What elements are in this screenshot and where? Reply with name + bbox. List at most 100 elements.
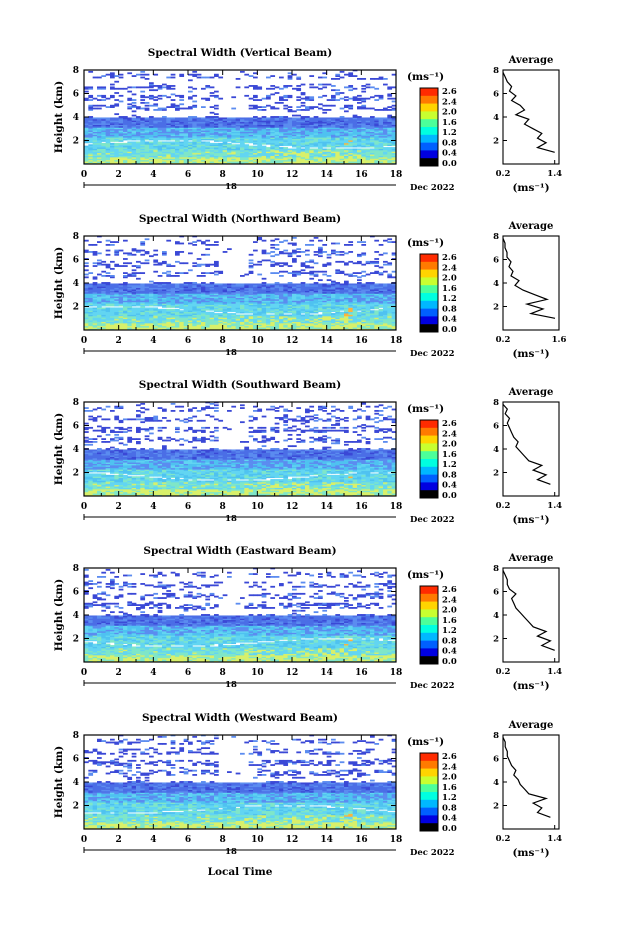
colorbar-swatch bbox=[420, 807, 438, 816]
heatmap-cells bbox=[84, 235, 397, 331]
y-tick-label: 2 bbox=[73, 635, 79, 645]
x-tick-label: 12 bbox=[286, 170, 299, 180]
y-tick-label: 6 bbox=[73, 90, 79, 100]
colorbar-tick-label: 0.8 bbox=[442, 803, 457, 813]
colorbar-swatch bbox=[420, 753, 438, 762]
colorbar-frame bbox=[419, 253, 439, 333]
x-tick-label: 10 bbox=[251, 170, 264, 180]
average-y-tick-label: 6 bbox=[493, 256, 499, 266]
average-y-tick-label: 6 bbox=[493, 422, 499, 432]
y-tick-label: 4 bbox=[73, 445, 79, 455]
colorbar-unit: (ms⁻¹) bbox=[407, 403, 444, 415]
colorbar-swatch bbox=[420, 269, 438, 278]
average-x-tick-label: 0.2 bbox=[496, 667, 511, 677]
colorbar-swatch bbox=[420, 593, 438, 602]
x-tick-label: 10 bbox=[251, 835, 264, 845]
average-x-label: (ms⁻¹) bbox=[512, 348, 549, 360]
colorbar-swatch bbox=[420, 459, 438, 468]
x-tick-label: 0 bbox=[81, 502, 87, 512]
x-tick-label: 8 bbox=[220, 668, 226, 678]
colorbar-swatch bbox=[420, 760, 438, 769]
y-tick-label: 8 bbox=[73, 731, 79, 741]
panel-3: Spectral Width (Eastward Beam) 0 2 4 6 8 10 12 1… bbox=[53, 545, 562, 692]
colorbar-tick-label: 2.0 bbox=[442, 108, 457, 118]
x-tick-label: 0 bbox=[81, 668, 87, 678]
colorbar-frame bbox=[419, 585, 439, 665]
average-title: Average bbox=[508, 553, 554, 564]
average-y-tick-label: 4 bbox=[493, 113, 499, 123]
colorbar-tick-label: 1.6 bbox=[442, 616, 457, 626]
x-tick-label: 14 bbox=[320, 668, 333, 678]
average-y-tick-label: 8 bbox=[493, 398, 499, 408]
colorbar-swatch bbox=[420, 119, 438, 128]
colorbar-tick-label: 0.0 bbox=[442, 491, 457, 501]
average-x-label: (ms⁻¹) bbox=[512, 680, 549, 692]
colorbar-swatch bbox=[420, 815, 438, 824]
colorbar-swatch bbox=[420, 776, 438, 785]
colorbar-swatch bbox=[420, 443, 438, 452]
day-label: 18 bbox=[225, 680, 237, 690]
panel-4: Spectral Width (Westward Beam) 0 2 4 6 8 10 12 1… bbox=[53, 712, 562, 859]
y-tick-label: 2 bbox=[73, 303, 79, 313]
colorbar-swatch bbox=[420, 799, 438, 808]
chart-title: Spectral Width (Northward Beam) bbox=[139, 213, 341, 225]
colorbar-swatch bbox=[420, 625, 438, 634]
x-tick-label: 2 bbox=[116, 668, 122, 678]
date-label: Dec 2022 bbox=[410, 681, 455, 691]
chart-title: Spectral Width (Westward Beam) bbox=[142, 712, 338, 724]
colorbar-tick-label: 0.4 bbox=[442, 647, 457, 657]
x-tick-label: 14 bbox=[320, 170, 333, 180]
chart-title: Spectral Width (Eastward Beam) bbox=[143, 545, 336, 557]
x-tick-label: 18 bbox=[390, 668, 403, 678]
average-profile-line bbox=[502, 737, 551, 818]
colorbar-tick-label: 0.0 bbox=[442, 159, 457, 169]
y-tick-label: 6 bbox=[73, 755, 79, 765]
average-x-tick-label: 0.2 bbox=[496, 501, 511, 511]
colorbar-swatch bbox=[420, 656, 438, 665]
colorbar-swatch bbox=[420, 640, 438, 649]
colorbar-swatch bbox=[420, 632, 438, 641]
colorbar-swatch bbox=[420, 586, 438, 595]
average-y-tick-label: 4 bbox=[493, 445, 499, 455]
x-tick-label: 8 bbox=[220, 170, 226, 180]
x-tick-label: 0 bbox=[81, 835, 87, 845]
colorbar-tick-label: 1.2 bbox=[442, 626, 457, 636]
average-profile-line bbox=[502, 570, 555, 651]
panel-2: Spectral Width (Southward Beam) 0 2 4 6 8 10 12… bbox=[53, 379, 562, 526]
colorbar-swatch bbox=[420, 142, 438, 151]
colorbar-tick-label: 1.2 bbox=[442, 793, 457, 803]
average-y-tick-label: 4 bbox=[493, 778, 499, 788]
colorbar-tick-label: 1.2 bbox=[442, 460, 457, 470]
x-tick-label: 12 bbox=[286, 835, 299, 845]
x-tick-label: 12 bbox=[286, 668, 299, 678]
day-label: 18 bbox=[225, 348, 237, 358]
average-y-tick-label: 2 bbox=[493, 137, 499, 147]
heatmap-cells bbox=[84, 69, 397, 165]
y-tick-label: 2 bbox=[73, 802, 79, 812]
colorbar-tick-label: 2.4 bbox=[442, 97, 457, 107]
x-tick-label: 2 bbox=[116, 170, 122, 180]
average-y-tick-label: 2 bbox=[493, 802, 499, 812]
average-frame bbox=[502, 734, 560, 830]
colorbar-swatch bbox=[420, 617, 438, 626]
colorbar-tick-label: 1.6 bbox=[442, 118, 457, 128]
x-tick-label: 2 bbox=[116, 835, 122, 845]
y-tick-label: 2 bbox=[73, 469, 79, 479]
heatmap-cells bbox=[84, 734, 397, 830]
colorbar-swatch bbox=[420, 601, 438, 610]
colorbar-swatch bbox=[420, 466, 438, 475]
colorbar-tick-label: 2.6 bbox=[442, 253, 457, 263]
x-tick-label: 10 bbox=[251, 336, 264, 346]
average-title: Average bbox=[508, 55, 554, 66]
colorbar-tick-label: 0.4 bbox=[442, 315, 457, 325]
colorbar-tick-label: 0.8 bbox=[442, 636, 457, 646]
average-y-tick-label: 4 bbox=[493, 611, 499, 621]
x-tick-label: 0 bbox=[81, 170, 87, 180]
colorbar-swatch bbox=[420, 103, 438, 112]
date-label: Dec 2022 bbox=[410, 848, 455, 858]
colorbar-tick-label: 2.6 bbox=[442, 752, 457, 762]
colorbar-swatch bbox=[420, 158, 438, 167]
x-tick-label: 14 bbox=[320, 835, 333, 845]
x-tick-label: 4 bbox=[150, 668, 156, 678]
